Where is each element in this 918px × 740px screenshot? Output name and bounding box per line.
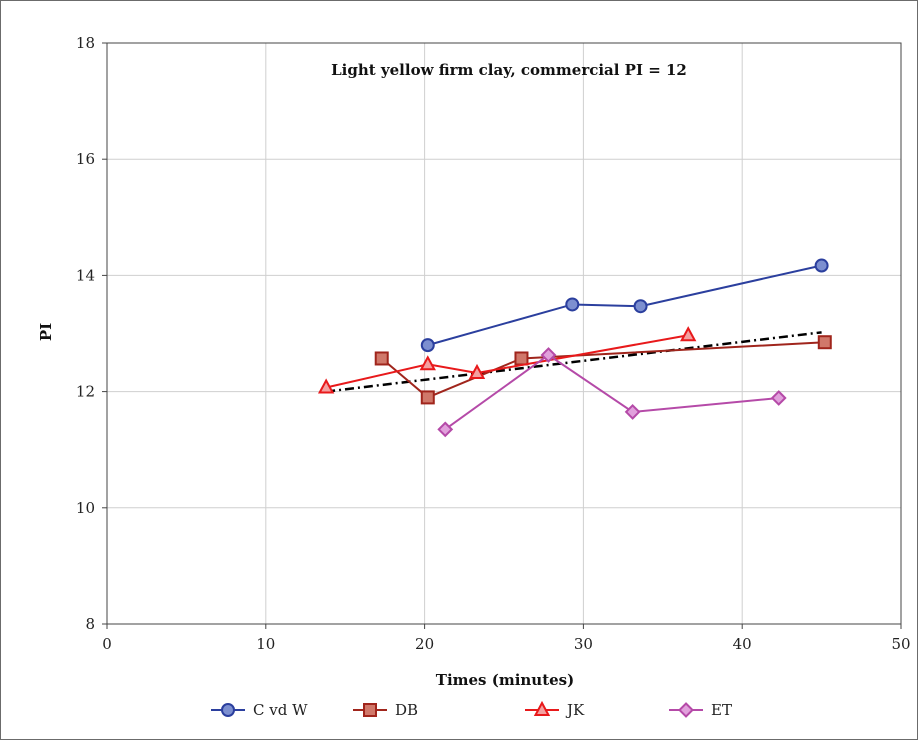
data-point <box>437 421 454 438</box>
data-point <box>363 703 377 717</box>
legend-label: ET <box>711 701 732 719</box>
legend-label: DB <box>395 701 418 719</box>
y-tick-label: 14 <box>76 266 95 284</box>
legend-item: JK <box>525 700 585 719</box>
legend-item: ET <box>669 701 732 719</box>
data-point <box>420 338 435 353</box>
x-tick-label: 10 <box>256 635 275 653</box>
legend-item: C vd W <box>211 701 308 719</box>
data-point <box>420 390 435 405</box>
trendline-path <box>325 331 822 393</box>
data-point <box>814 258 829 273</box>
data-point <box>624 404 641 420</box>
plot-area <box>106 42 902 625</box>
y-tick-label: 10 <box>76 499 95 517</box>
series-2 <box>374 335 832 405</box>
series-line <box>325 334 689 389</box>
data-point <box>678 702 694 718</box>
chart-title: Light yellow firm clay, commercial PI = … <box>331 61 687 79</box>
legend-item: DB <box>353 701 418 719</box>
y-tick-label: 12 <box>76 383 95 401</box>
data-point <box>540 347 557 363</box>
y-axis-ticks: 8 10 12 14 16 18 <box>76 34 107 633</box>
x-axis-title: Times (minutes) <box>436 671 574 689</box>
legend-label: C vd W <box>253 701 308 719</box>
x-tick-label: 50 <box>891 635 910 653</box>
series-1 <box>420 258 829 353</box>
x-tick-label: 0 <box>102 635 112 653</box>
series-3 <box>317 326 697 394</box>
series-layer <box>317 258 832 438</box>
series-4 <box>437 347 787 438</box>
data-point <box>468 363 486 380</box>
data-point <box>770 390 787 406</box>
series-line <box>427 264 822 347</box>
y-tick-label: 18 <box>76 34 95 52</box>
x-tick-label: 20 <box>415 635 434 653</box>
y-tick-label: 16 <box>76 150 95 168</box>
data-point <box>221 703 235 717</box>
x-tick-label: 30 <box>574 635 593 653</box>
trendline <box>325 331 822 393</box>
data-point <box>374 351 389 366</box>
data-point <box>419 355 436 371</box>
data-point <box>633 299 648 314</box>
data-point <box>817 335 832 350</box>
data-point <box>317 378 335 394</box>
grid <box>106 42 902 625</box>
legend: C vd W DB JK ET <box>211 700 732 719</box>
x-axis-ticks: 0 10 20 30 40 50 <box>102 624 911 653</box>
y-axis-title: PI <box>37 323 55 341</box>
series-line <box>444 353 779 431</box>
x-tick-label: 40 <box>733 635 752 653</box>
data-point <box>680 326 697 342</box>
data-point <box>565 297 580 312</box>
legend-label: JK <box>565 701 585 719</box>
data-point <box>533 700 551 716</box>
y-tick-label: 8 <box>85 615 95 633</box>
data-point <box>514 351 529 366</box>
